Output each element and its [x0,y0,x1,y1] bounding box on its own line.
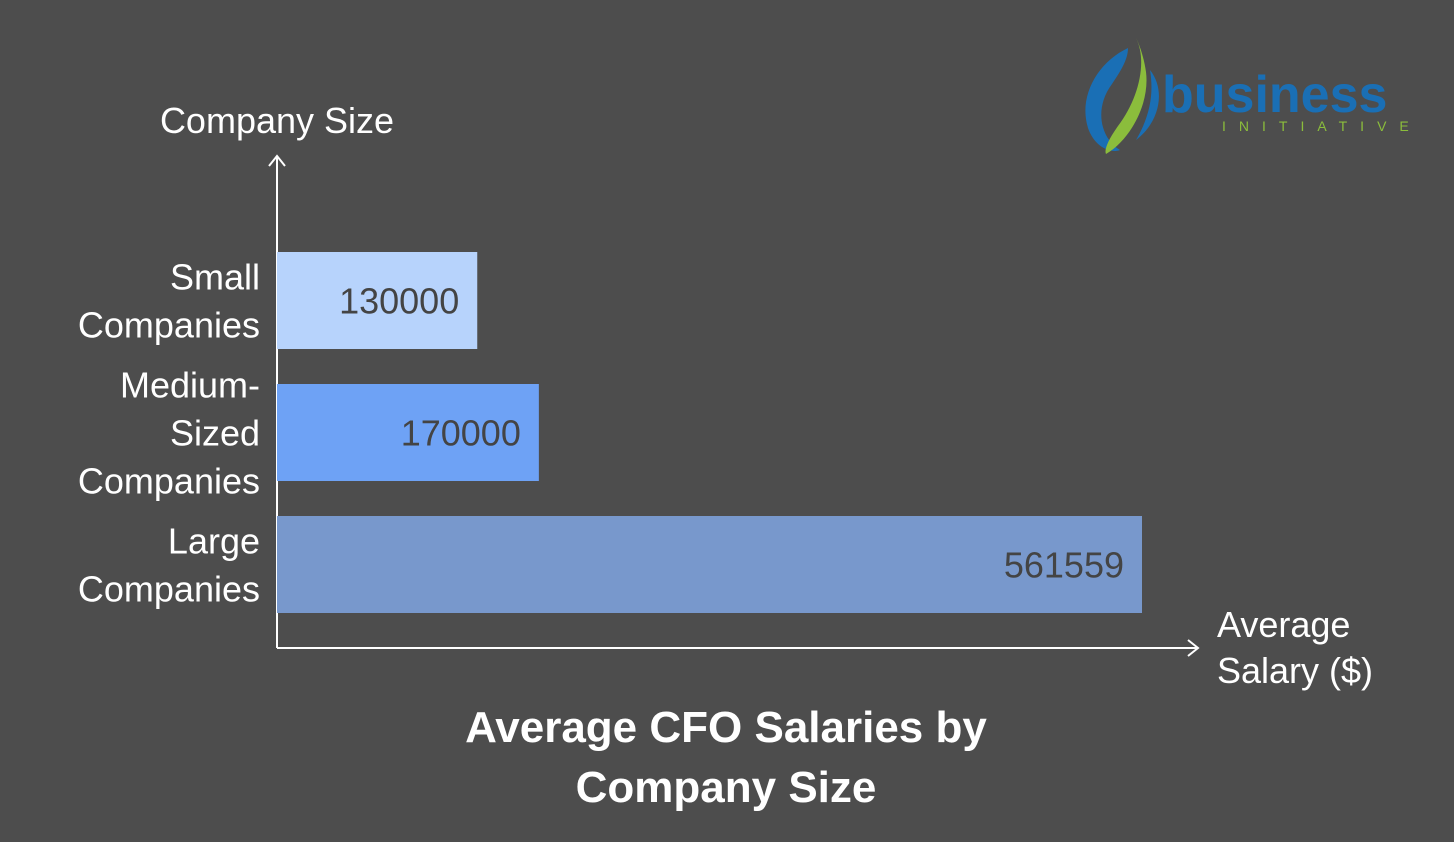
category-label-1: Small Companies [78,257,260,346]
business-initiative-logo: business INITIATIVE [1085,38,1422,154]
logo-swoosh-icon [1085,38,1159,154]
category-label-2: Medium-Sized Companies [78,365,260,502]
x-axis-title: Average Salary ($) [1217,604,1373,691]
logo-tagline: INITIATIVE [1222,118,1422,134]
logo-wordmark: business [1162,66,1387,124]
x-axis-arrow-icon [1187,639,1200,657]
category-label-3: Large Companies [78,521,260,610]
data-label-2: 170000 [401,413,521,454]
y-axis-title: Company Size [160,100,394,141]
data-label-1: 130000 [339,281,459,322]
chart-title: Average CFO Salaries by Company Size [465,703,987,812]
bar-2 [277,384,539,481]
data-labels: 130000 170000 561559 [339,281,1124,586]
bars-group [277,252,1142,613]
category-labels: Small Companies Medium-Sized Companies Large… [78,257,260,610]
y-axis-arrow-icon [268,154,286,167]
bar-3 [277,516,1142,613]
data-label-3: 561559 [1004,545,1124,586]
bar-1 [277,252,478,349]
